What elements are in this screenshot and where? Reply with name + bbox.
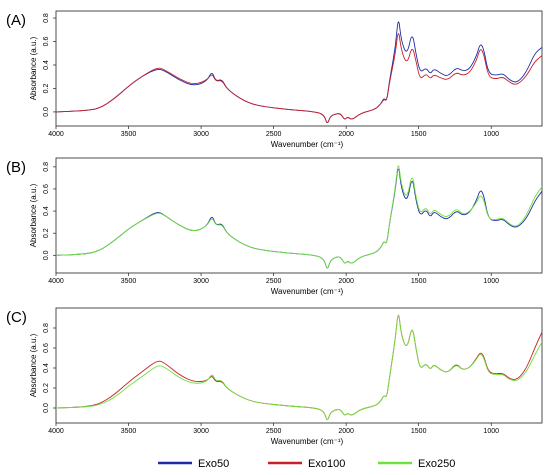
chart-panel: (A) 4000 3500 3000 2500 2000 1500 1000 0.0 0.2 0.4…	[6, 10, 543, 149]
panel-label: (A)	[6, 12, 26, 29]
x-tick-label: 1500	[411, 428, 427, 435]
series-line-exo250	[56, 165, 542, 269]
y-axis-title: Absorbance (a.u.)	[29, 36, 38, 100]
x-axis-title: Wavenumber (cm⁻¹)	[271, 287, 344, 296]
legend-label: Exo100	[308, 458, 345, 470]
x-axis-title: Wavenumber (cm⁻¹)	[271, 437, 344, 446]
series-line-exo250	[56, 314, 542, 421]
series-group	[56, 165, 542, 269]
panel-label: (B)	[6, 159, 26, 176]
x-tick-label: 2000	[338, 278, 354, 285]
panel-label: (C)	[6, 309, 27, 326]
x-tick-label: 2500	[266, 278, 282, 285]
y-tick-label: 0.8	[43, 162, 50, 172]
y-tick-label: 0.4	[43, 363, 50, 373]
plot-frame	[55, 307, 543, 424]
x-tick-label: 2000	[338, 428, 354, 435]
y-tick-label: 0.4	[43, 60, 50, 70]
x-tick-label: 1500	[411, 131, 427, 138]
x-tick-label: 4000	[48, 428, 64, 435]
x-tick-label: 3000	[193, 428, 209, 435]
y-tick-label: 0.0	[43, 403, 50, 413]
legend-label: Exo50	[198, 458, 229, 470]
x-tick-label: 1000	[483, 428, 499, 435]
legend-label: Exo250	[418, 458, 455, 470]
x-axis-title: Wavenumber (cm⁻¹)	[271, 140, 344, 149]
x-tick-label: 3500	[121, 278, 137, 285]
y-tick-label: 0.6	[43, 37, 50, 47]
chart-legend: Exo50 Exo100 Exo250	[158, 458, 455, 470]
chart-panel: (B) 4000 3500 3000 2500 2000 1500 1000 0.0 0.2 0.4…	[6, 157, 543, 296]
x-tick-label: 4000	[48, 131, 64, 138]
y-tick-label: 0.0	[43, 250, 50, 260]
y-tick-label: 0.6	[43, 184, 50, 194]
chart-panels: (A) 4000 3500 3000 2500 2000 1500 1000 0.0 0.2 0.4…	[6, 10, 543, 446]
x-tick-label: 4000	[48, 278, 64, 285]
x-tick-label: 2000	[338, 131, 354, 138]
series-group	[56, 21, 542, 124]
y-axis-title: Absorbance (a.u.)	[29, 333, 38, 397]
x-tick-label: 1000	[483, 131, 499, 138]
x-tick-label: 2500	[266, 131, 282, 138]
x-tick-label: 3000	[193, 278, 209, 285]
y-tick-label: 0.8	[43, 13, 50, 23]
plot-frame	[55, 10, 543, 127]
y-axis-title: Absorbance (a.u.)	[29, 183, 38, 247]
x-tick-label: 2500	[266, 428, 282, 435]
y-tick-label: 0.2	[43, 228, 50, 238]
series-line-exo50	[56, 168, 542, 269]
x-tick-label: 1000	[483, 278, 499, 285]
plot-frame	[55, 157, 543, 274]
y-tick-label: 0.4	[43, 206, 50, 216]
x-tick-label: 3500	[121, 131, 137, 138]
x-tick-label: 1500	[411, 278, 427, 285]
chart-panel: (C) 4000 3500 3000 2500 2000 1500 1000 0.0 0.2 0.4…	[6, 307, 543, 446]
y-tick-label: 0.8	[43, 323, 50, 333]
y-tick-label: 0.2	[43, 83, 50, 93]
y-tick-label: 0.6	[43, 343, 50, 353]
y-tick-label: 0.2	[43, 383, 50, 393]
x-tick-label: 3000	[193, 131, 209, 138]
x-tick-label: 3500	[121, 428, 137, 435]
series-line-exo100	[56, 33, 542, 124]
series-group	[56, 314, 542, 421]
y-tick-label: 0.0	[43, 107, 50, 117]
